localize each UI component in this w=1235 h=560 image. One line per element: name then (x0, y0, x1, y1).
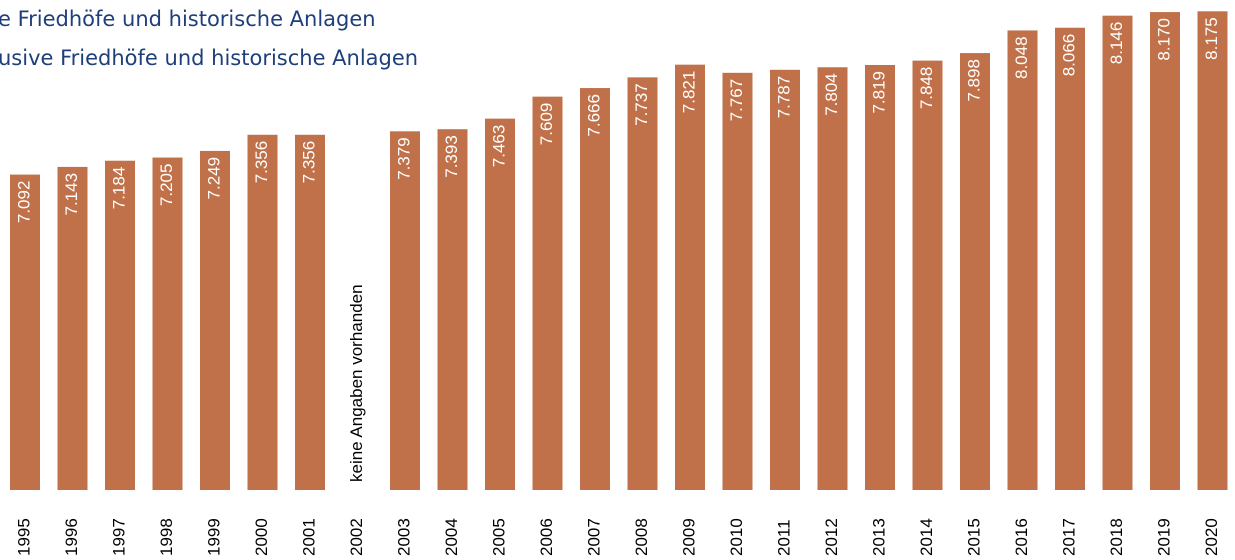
x-tick-label: 1999 (204, 518, 223, 556)
value-label: 8.048 (1012, 36, 1031, 79)
bar (437, 129, 468, 490)
chart-title: e Friedhöfe und historische Anlagen (0, 7, 376, 31)
value-label: 7.898 (964, 59, 983, 102)
bar (295, 134, 325, 490)
x-tick-label: 2016 (1012, 518, 1031, 556)
bar (390, 131, 420, 490)
x-tick-label: 2015 (964, 518, 983, 556)
bar (865, 64, 895, 490)
bar (675, 64, 705, 491)
x-tick-label: 1996 (62, 518, 81, 556)
x-tick-label: 2010 (727, 518, 746, 556)
x-tick-label: 2005 (489, 518, 508, 556)
value-label: 7.804 (822, 73, 841, 116)
value-label: 8.175 (1202, 17, 1221, 60)
x-tick-label: 1995 (14, 518, 33, 556)
value-label: 7.393 (442, 135, 461, 178)
bar (580, 88, 610, 491)
bar (627, 77, 658, 491)
bar (1197, 11, 1228, 491)
value-label: 7.819 (869, 71, 888, 114)
x-tick-label: 2009 (679, 518, 698, 556)
value-label: 7.205 (157, 164, 176, 207)
value-label: 7.821 (679, 71, 698, 114)
bar (105, 160, 135, 490)
value-label: 8.146 (1107, 22, 1126, 65)
x-tick-label: 2000 (252, 518, 271, 556)
x-tick-label: 2007 (584, 518, 603, 556)
x-tick-label: 2002 (347, 518, 366, 556)
annotation: keine Angaben vorhanden (347, 284, 366, 482)
x-tick-label: 1997 (109, 518, 128, 556)
bar (485, 118, 515, 490)
value-label: 7.356 (252, 141, 271, 184)
x-tick-label: 2003 (394, 518, 413, 556)
value-label: 7.767 (727, 79, 746, 122)
value-label: 7.463 (489, 125, 508, 168)
value-label: 7.737 (632, 83, 651, 126)
x-tick-label: 2019 (1154, 518, 1173, 556)
bar (10, 174, 40, 491)
bar (1102, 15, 1133, 491)
bar (57, 166, 88, 490)
bar (247, 134, 278, 490)
value-label: 8.170 (1154, 18, 1173, 61)
value-label: 7.848 (917, 67, 936, 110)
value-label: 7.787 (774, 76, 793, 119)
bar (200, 150, 230, 491)
x-tick-label: 2004 (442, 518, 461, 556)
bar (532, 96, 563, 491)
bar (152, 157, 183, 491)
x-tick-label: 2008 (632, 518, 651, 556)
bar (912, 60, 943, 491)
bar (1007, 30, 1038, 491)
value-label: 7.609 (537, 103, 556, 146)
value-label: 8.066 (1059, 34, 1078, 77)
x-tick-label: 2018 (1107, 518, 1126, 556)
value-label: 7.379 (394, 137, 413, 180)
value-label: 7.666 (584, 94, 603, 137)
x-tick-label: 2006 (537, 518, 556, 556)
x-tick-label: 2017 (1059, 518, 1078, 556)
value-label: 7.249 (204, 157, 223, 200)
bar (817, 67, 848, 491)
x-tick-label: 2020 (1202, 518, 1221, 556)
value-label: 7.184 (109, 167, 128, 210)
bar (960, 53, 990, 490)
bar (770, 69, 800, 490)
value-label: 7.143 (62, 173, 81, 216)
bar (1150, 12, 1180, 491)
value-label: 7.092 (14, 181, 33, 224)
x-tick-label: 2001 (299, 518, 318, 556)
x-tick-label: 2011 (774, 519, 793, 556)
bar (1055, 27, 1085, 490)
chart-subtitle: usive Friedhöfe und historische Anlagen (0, 46, 418, 70)
x-tick-label: 1998 (157, 518, 176, 556)
x-tick-label: 2014 (917, 518, 936, 556)
value-label: 7.356 (299, 141, 318, 184)
bar (722, 72, 753, 491)
x-tick-label: 2013 (869, 518, 888, 556)
x-tick-label: 2012 (822, 518, 841, 556)
